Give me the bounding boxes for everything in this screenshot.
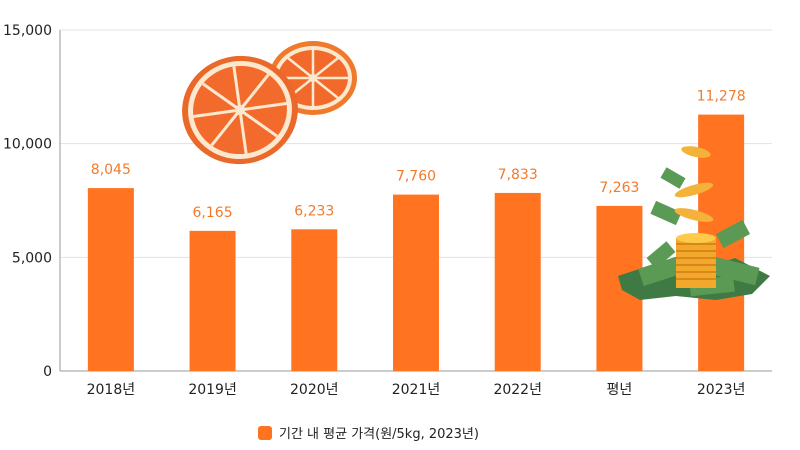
data-label: 7,833 <box>498 167 538 183</box>
x-tick-label: 평년 <box>607 382 633 398</box>
legend-swatch <box>258 426 272 440</box>
bar <box>189 230 236 371</box>
orange-slices-icon <box>182 41 357 165</box>
x-tick-label: 2018년 <box>87 382 136 398</box>
data-label: 8,045 <box>91 162 131 178</box>
y-tick-label: 10,000 <box>3 137 52 153</box>
y-tick-label: 0 <box>43 364 52 380</box>
coins-and-cash-icon <box>618 146 770 300</box>
bars: 8,045 2018년 6,165 2019년 6,233 2020년 7,760 2021년… <box>87 89 746 398</box>
bar <box>87 188 134 371</box>
bar <box>393 194 439 371</box>
legend-label: 기간 내 평균 가격(원/5kg, 2023년) <box>279 427 479 442</box>
bar <box>291 229 338 371</box>
y-tick-label: 5,000 <box>12 250 52 266</box>
x-tick-label: 2019년 <box>188 382 237 398</box>
y-tick-label: 15,000 <box>3 23 52 39</box>
y-axis-ticks: 0 5,000 10,000 15,000 <box>3 23 52 380</box>
data-label: 11,278 <box>697 89 746 105</box>
data-label: 6,233 <box>294 203 334 219</box>
data-label: 7,263 <box>599 180 639 196</box>
x-tick-label: 2020년 <box>290 382 339 398</box>
bar <box>494 192 541 371</box>
legend: 기간 내 평균 가격(원/5kg, 2023년) <box>258 426 479 442</box>
x-tick-label: 2022년 <box>493 382 542 398</box>
x-tick-label: 2023년 <box>697 382 746 398</box>
data-label: 7,760 <box>396 169 436 185</box>
data-label: 6,165 <box>193 205 233 221</box>
x-tick-label: 2021년 <box>392 382 441 398</box>
